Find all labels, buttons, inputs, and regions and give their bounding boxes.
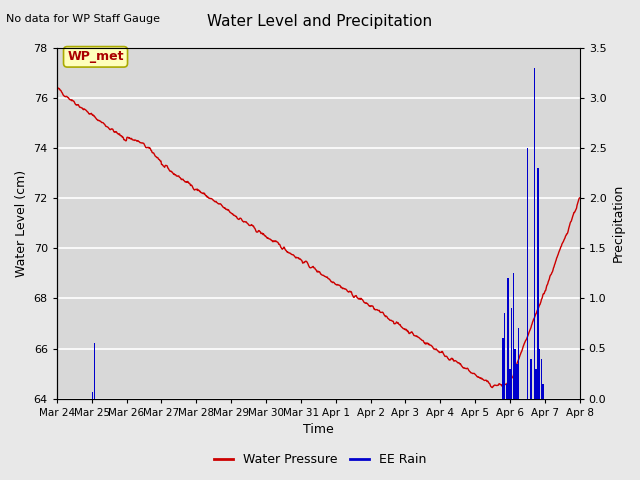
Legend: Water Pressure, EE Rain: Water Pressure, EE Rain — [209, 448, 431, 471]
Bar — [536, 369, 537, 398]
Bar — [515, 348, 516, 398]
Bar — [504, 313, 506, 398]
Text: No data for WP Staff Gauge: No data for WP Staff Gauge — [6, 14, 161, 24]
Bar — [93, 344, 95, 398]
Bar — [516, 363, 518, 398]
Bar — [92, 392, 93, 398]
Bar — [537, 168, 539, 398]
Bar — [509, 369, 511, 398]
X-axis label: Time: Time — [303, 423, 333, 436]
Y-axis label: Water Level (cm): Water Level (cm) — [15, 169, 28, 277]
Text: Water Level and Precipitation: Water Level and Precipitation — [207, 14, 433, 29]
Bar — [534, 68, 535, 398]
Bar — [541, 359, 542, 398]
Bar — [508, 278, 509, 398]
Bar — [513, 273, 514, 398]
Bar — [502, 338, 504, 398]
Bar — [511, 309, 513, 398]
Text: WP_met: WP_met — [67, 50, 124, 63]
Bar — [506, 384, 507, 398]
Bar — [530, 359, 532, 398]
Bar — [542, 384, 544, 398]
Y-axis label: Precipitation: Precipitation — [612, 184, 625, 263]
Bar — [527, 148, 528, 398]
Bar — [539, 348, 540, 398]
Bar — [518, 328, 520, 398]
